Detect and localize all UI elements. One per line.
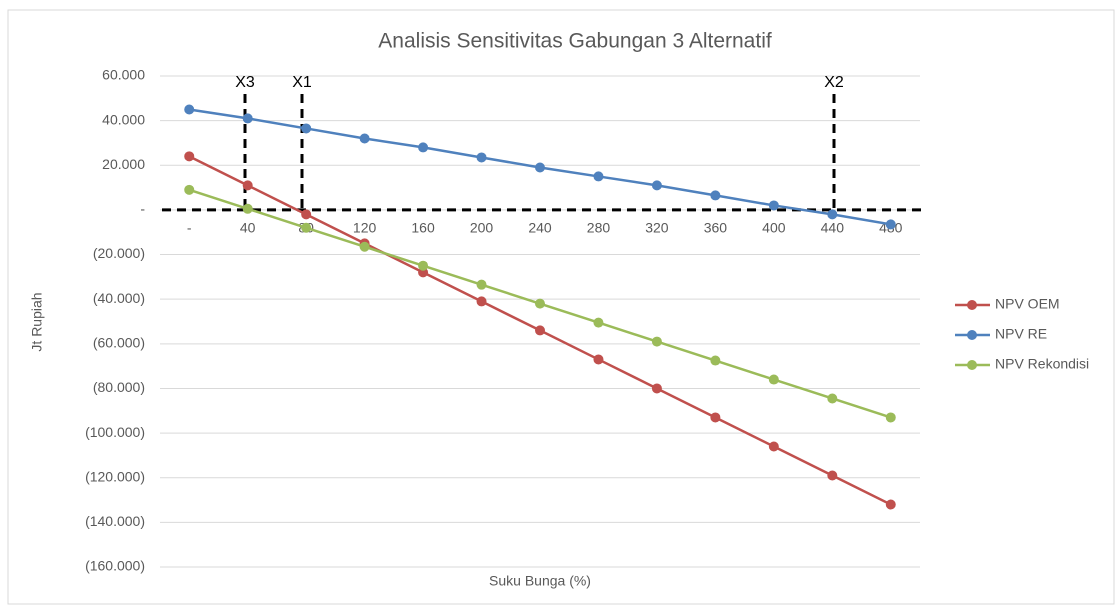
y-tick-label: - [140,201,145,217]
data-point [710,190,721,201]
y-tick-label: 40.000 [102,111,145,127]
data-point [651,336,662,347]
y-axis-title: Jt Rupiah [29,292,45,351]
data-point [768,441,779,452]
data-point [418,142,429,153]
chart-title: Analisis Sensitivitas Gabungan 3 Alterna… [378,30,772,53]
y-tick-label: (80.000) [93,379,145,395]
y-tick-label: (120.000) [85,468,145,484]
x-tick-label: - [187,220,192,236]
x-tick-label: 360 [704,220,728,236]
data-point [827,209,838,220]
data-point [242,203,253,214]
x-tick-label: 320 [645,220,669,236]
data-point [651,180,662,191]
annotation-label: X2 [824,74,844,91]
data-point [885,412,896,423]
data-point [242,113,253,124]
y-tick-label: 20.000 [102,156,145,172]
data-point [301,222,312,233]
data-point [301,209,312,220]
y-tick-label: (40.000) [93,290,145,306]
chart-frame [7,9,1115,605]
y-tick-label: (140.000) [85,513,145,529]
annotation-label: X1 [292,74,312,91]
legend-label: NPV RE [995,326,1047,342]
data-point [885,499,896,510]
legend-marker [967,300,977,310]
data-point [184,184,195,195]
legend-label: NPV Rekondisi [995,356,1089,372]
data-point [242,180,253,191]
data-point [827,393,838,404]
data-point [184,104,195,115]
x-tick-label: 400 [762,220,786,236]
x-tick-label: 200 [470,220,494,236]
legend-marker [967,330,977,340]
x-tick-label: 160 [411,220,435,236]
x-axis-title: Suku Bunga (%) [489,573,591,589]
data-point [827,470,838,481]
data-point [476,296,487,307]
y-tick-label: (160.000) [85,558,145,574]
x-tick-label: 440 [821,220,845,236]
y-tick-label: (60.000) [93,335,145,351]
annotation-label: X3 [235,74,255,91]
data-point [359,241,370,252]
data-point [768,200,779,211]
y-tick-label: 60.000 [102,67,145,83]
data-point [476,279,487,290]
data-point [593,317,604,328]
data-point [535,325,545,336]
x-tick-label: 40 [240,220,256,236]
data-point [885,219,896,230]
data-point [359,133,370,144]
y-tick-label: (20.000) [93,245,145,261]
data-point [418,260,429,271]
data-point [710,355,721,366]
data-point [593,171,604,182]
data-point [301,123,312,134]
legend-marker [967,360,977,370]
x-tick-label: 240 [528,220,552,236]
data-point [710,412,721,423]
data-point [535,162,545,173]
x-tick-label: 280 [587,220,611,236]
data-point [593,354,604,365]
data-point [651,383,662,394]
data-point [476,152,487,163]
legend-label: NPV OEM [995,296,1060,312]
y-tick-label: (100.000) [85,424,145,440]
data-point [184,151,195,162]
data-point [535,298,545,309]
data-point [768,374,779,385]
x-tick-label: 120 [353,220,377,236]
